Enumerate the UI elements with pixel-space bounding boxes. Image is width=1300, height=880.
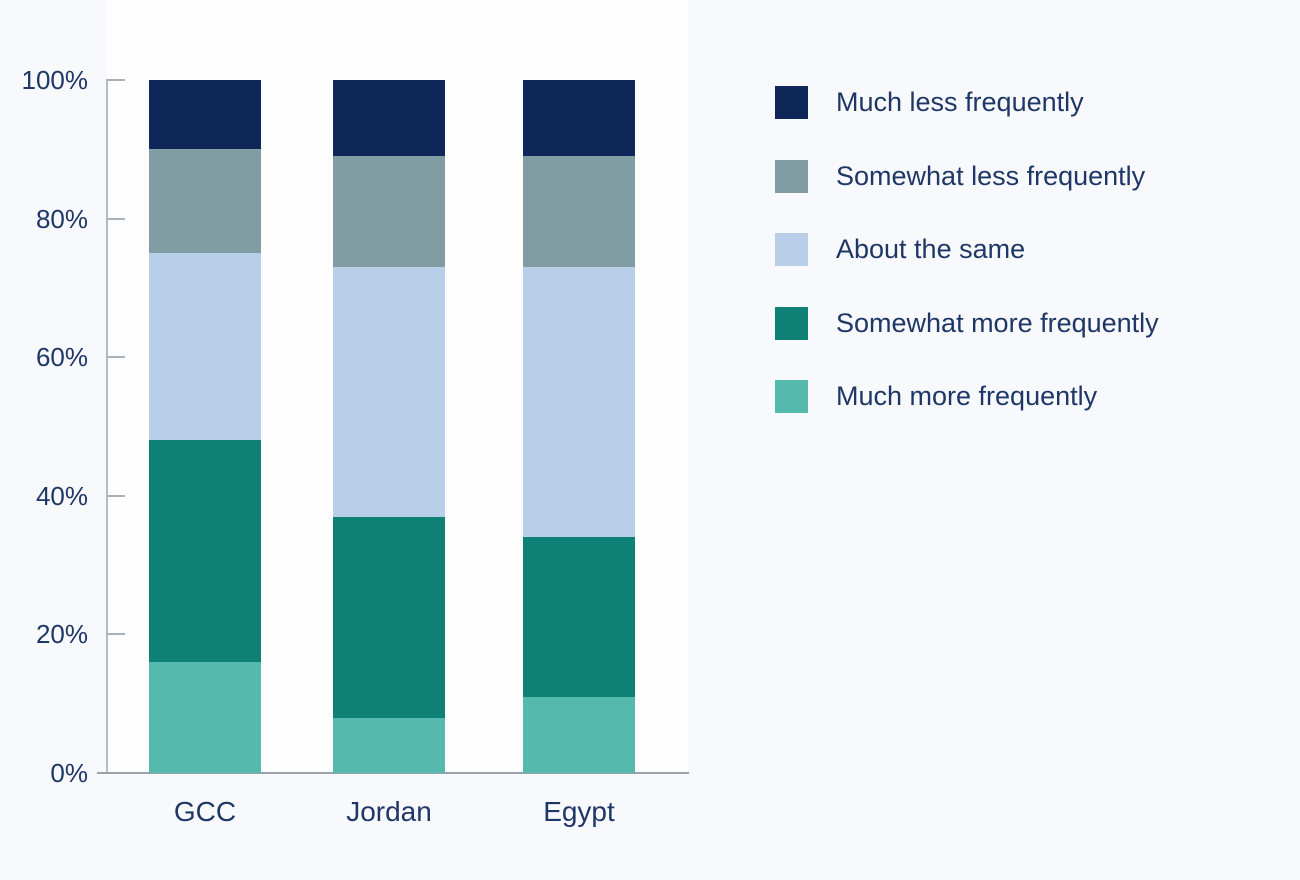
legend-label: Much more frequently (836, 381, 1098, 411)
x-tick-label-gcc: GCC (173, 796, 237, 827)
legend-label: Somewhat less frequently (836, 161, 1146, 191)
legend-swatch (775, 379, 808, 413)
y-tick-label: 20% (35, 619, 88, 650)
x-tick-label-egypt: Egypt (543, 796, 615, 827)
legend-label: Much less frequently (836, 87, 1084, 117)
segment-about-the-same (333, 267, 445, 517)
y-axis-line (106, 80, 108, 773)
segment-much-more-frequently (523, 696, 635, 773)
segment-somewhat-more-frequently (149, 440, 261, 663)
x-axis-line (97, 772, 689, 774)
y-tick-label: 100% (21, 65, 89, 95)
y-tick-mark (106, 356, 125, 359)
legend-item-somewhat-less-frequently: Somewhat less frequently (775, 159, 1145, 193)
segment-much-more-frequently (333, 717, 445, 773)
y-tick-mark (106, 494, 125, 497)
legend-swatch (775, 159, 808, 193)
segment-somewhat-more-frequently (333, 516, 445, 718)
legend-label: About the same (836, 234, 1026, 264)
bar-gcc (149, 80, 261, 773)
legend-item-much-more-frequently: Much more frequently (775, 379, 1097, 413)
legend-item-somewhat-more-frequently: Somewhat more frequently (775, 306, 1159, 340)
segment-somewhat-less-frequently (333, 156, 445, 268)
segment-somewhat-more-frequently (523, 537, 635, 697)
legend-swatch (775, 232, 808, 266)
segment-somewhat-less-frequently (149, 149, 261, 254)
legend-item-much-less-frequently: Much less frequently (775, 85, 1084, 119)
x-tick-label-jordan: Jordan (346, 796, 432, 827)
legend-item-about-the-same: About the same (775, 232, 1025, 266)
legend-swatch (775, 85, 808, 119)
segment-much-more-frequently (149, 662, 261, 773)
y-tick-label: 0% (50, 758, 88, 788)
y-tick-mark (106, 79, 125, 81)
bar-egypt (523, 80, 635, 773)
y-tick-label: 40% (35, 480, 88, 511)
segment-about-the-same (523, 267, 635, 538)
segment-much-less-frequently (523, 80, 635, 157)
y-tick-label: 80% (35, 203, 88, 234)
y-tick-label: 60% (35, 342, 88, 373)
bar-jordan (333, 80, 445, 773)
y-tick-mark (106, 217, 125, 220)
segment-somewhat-less-frequently (523, 156, 635, 268)
legend-label: Somewhat more frequently (836, 308, 1159, 338)
legend-swatch (775, 306, 808, 340)
segment-about-the-same (149, 253, 261, 441)
segment-much-less-frequently (149, 80, 261, 150)
y-tick-mark (106, 633, 125, 636)
segment-much-less-frequently (333, 80, 445, 157)
